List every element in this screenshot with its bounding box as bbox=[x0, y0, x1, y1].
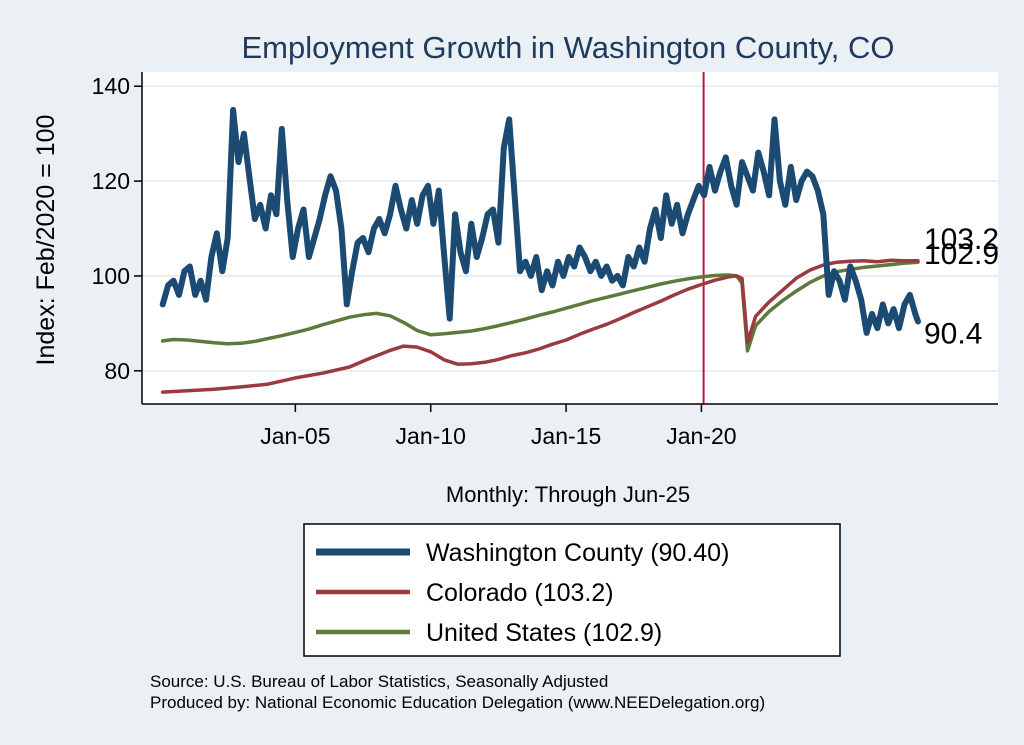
chart-title: Employment Growth in Washington County, … bbox=[242, 30, 895, 65]
legend-label-united-states: United States (102.9) bbox=[426, 619, 662, 647]
y-tick-label-100: 100 bbox=[92, 263, 130, 289]
end-label-washington-county: 90.4 bbox=[924, 317, 982, 350]
plot-area bbox=[142, 72, 998, 404]
end-label-united-states: 102.9 bbox=[924, 238, 999, 271]
x-tick-label-Jan-10: Jan-10 bbox=[396, 423, 466, 449]
legend: Washington County (90.40) Colorado (103.2… bbox=[303, 523, 841, 657]
x-tick-label-Jan-20: Jan-20 bbox=[666, 423, 736, 449]
source-note: Source: U.S. Bureau of Labor Statistics,… bbox=[150, 672, 608, 691]
legend-label-colorado: Colorado (103.2) bbox=[426, 579, 614, 607]
y-tick-label-120: 120 bbox=[92, 168, 130, 194]
end-label-colorado: 103.2 bbox=[924, 223, 999, 256]
x-axis-label: Monthly: Through Jun-25 bbox=[446, 482, 690, 507]
x-ticks: Jan-05 Jan-10 Jan-15 Jan-20 bbox=[260, 404, 737, 449]
series-lines bbox=[159, 106, 921, 394]
producer-note: Produced by: National Economic Education… bbox=[150, 693, 765, 712]
y-axis-label: Index: Feb/2020 = 100 bbox=[32, 115, 60, 366]
y-tick-label-80: 80 bbox=[104, 358, 130, 384]
series-line-united-states bbox=[160, 260, 920, 353]
series-line-colorado bbox=[160, 258, 920, 394]
series-line-washington-county bbox=[159, 106, 921, 336]
legend-label-washington-county: Washington County (90.40) bbox=[426, 539, 729, 567]
x-tick-label-Jan-05: Jan-05 bbox=[260, 423, 330, 449]
y-tick-label-140: 140 bbox=[92, 73, 130, 99]
y-ticks: 80 100 120 140 bbox=[92, 73, 142, 384]
x-tick-label-Jan-15: Jan-15 bbox=[531, 423, 601, 449]
